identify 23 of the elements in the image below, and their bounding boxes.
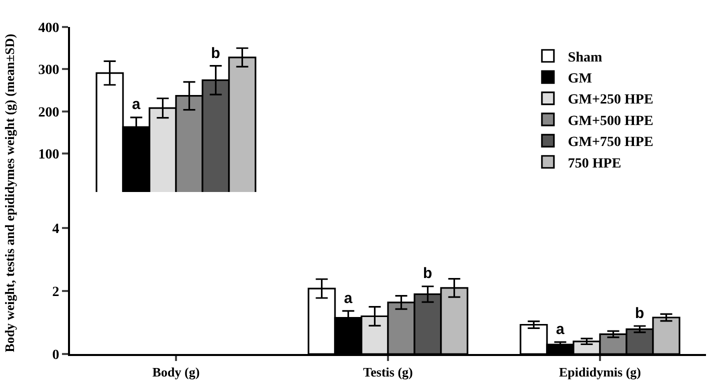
annotation: a <box>344 290 353 307</box>
annotation: b <box>635 305 644 322</box>
legend-label: GM+750 HPE <box>568 135 654 150</box>
y-axis-title: Body weight, testis and epididymes weight (g) (mean±SD) <box>2 32 18 354</box>
annotation: b <box>423 265 432 282</box>
y-tick-label: 300 <box>38 63 60 78</box>
y-tick-label: 400 <box>38 20 60 36</box>
annotation: a <box>556 321 565 338</box>
x-tick-label: Body (g) <box>152 364 200 380</box>
y-tick-label: 100 <box>38 148 60 163</box>
legend-label: GM+250 HPE <box>568 92 654 108</box>
legend-label: 750 HPE <box>568 156 622 172</box>
annotation: b <box>211 45 220 62</box>
legend-label: GM <box>568 72 592 87</box>
y-tick-label: 4 <box>52 222 60 238</box>
y-tick-label: 200 <box>38 105 60 120</box>
legend-label: Sham <box>568 50 602 66</box>
y-tick-label: 2 <box>52 284 60 300</box>
legend-label: GM+500 HPE <box>568 114 654 129</box>
y-tick-label: 0 <box>52 348 60 363</box>
x-tick-label: Testis (g) <box>363 364 413 380</box>
annotation: a <box>132 96 141 113</box>
x-tick-label: Epididymis (g) <box>559 364 641 380</box>
